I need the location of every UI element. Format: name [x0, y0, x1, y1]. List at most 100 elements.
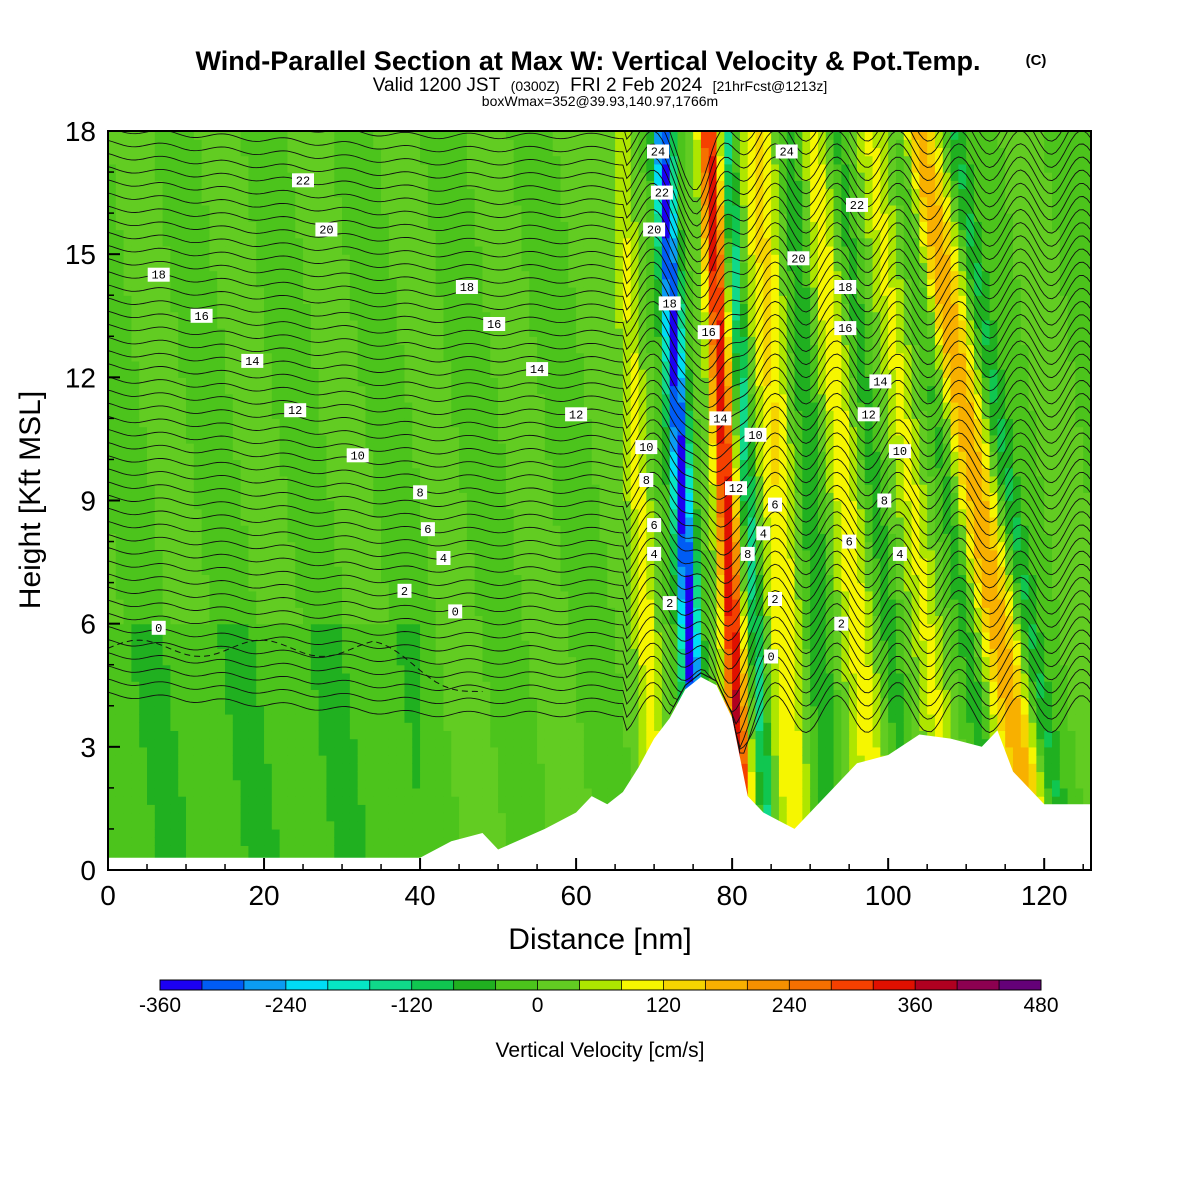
velocity-cell: [443, 360, 452, 370]
velocity-cell: [326, 648, 335, 658]
velocity-cell: [537, 615, 546, 625]
velocity-cell: [373, 541, 382, 551]
velocity-cell: [279, 755, 289, 764]
velocity-cell: [131, 254, 140, 263]
velocity-cell: [170, 328, 179, 337]
velocity-cell: [537, 713, 546, 723]
velocity-cell: [139, 451, 148, 461]
velocity-cell: [521, 336, 530, 346]
velocity-cell: [404, 204, 413, 214]
velocity-cell: [427, 385, 437, 395]
velocity-cell: [201, 418, 211, 428]
velocity-cell: [186, 131, 195, 140]
velocity-cell: [248, 336, 257, 346]
velocity-cell: [139, 590, 148, 600]
velocity-cell: [240, 295, 250, 305]
velocity-cell: [326, 713, 335, 723]
velocity-cell: [162, 845, 172, 855]
velocity-cell: [178, 631, 187, 641]
velocity-cell: [147, 730, 156, 740]
velocity-cell: [108, 582, 117, 592]
velocity-cell: [388, 139, 398, 149]
velocity-cell: [420, 180, 429, 190]
velocity-cell: [303, 590, 312, 600]
velocity-cell: [420, 828, 429, 838]
velocity-cell: [186, 590, 195, 600]
velocity-cell: [505, 779, 515, 789]
velocity-cell: [139, 155, 148, 165]
velocity-cell: [498, 656, 507, 666]
velocity-cell: [412, 541, 421, 551]
velocity-cell: [521, 451, 530, 461]
velocity-cell: [178, 681, 187, 690]
velocity-cell: [349, 828, 359, 838]
velocity-cell: [513, 582, 523, 592]
velocity-cell: [287, 516, 296, 526]
velocity-cell: [225, 377, 234, 387]
velocity-cell: [365, 516, 374, 526]
velocity-cell: [310, 541, 320, 551]
velocity-cell: [264, 475, 273, 485]
velocity-cell: [287, 377, 296, 387]
velocity-cell: [459, 180, 468, 190]
velocity-cell: [108, 475, 117, 485]
velocity-cell: [420, 344, 429, 354]
velocity-cell: [365, 631, 374, 641]
velocity-cell: [201, 631, 211, 641]
velocity-cell: [170, 640, 179, 649]
velocity-cell: [186, 204, 195, 214]
velocity-cell: [443, 681, 452, 690]
velocity-cell: [271, 245, 281, 255]
velocity-cell: [248, 229, 257, 239]
velocity-cell: [248, 713, 257, 723]
velocity-cell: [217, 262, 226, 272]
velocity-cell: [232, 336, 242, 346]
velocity-cell: [357, 738, 367, 748]
velocity-cell: [170, 845, 179, 855]
velocity-cell: [303, 278, 312, 288]
velocity-cell: [279, 213, 289, 222]
velocity-cell: [513, 500, 523, 510]
velocity-cell: [170, 221, 179, 231]
velocity-cell: [396, 656, 406, 666]
velocity-cell: [459, 319, 468, 329]
velocity-cell: [334, 319, 343, 329]
velocity-cell: [427, 262, 437, 272]
velocity-cell: [443, 492, 452, 502]
velocity-cell: [427, 779, 437, 789]
velocity-cell: [420, 336, 429, 346]
velocity-cell: [435, 426, 445, 436]
velocity-cell: [154, 763, 164, 773]
velocity-cell: [170, 155, 179, 165]
velocity-cell: [474, 623, 484, 633]
velocity-cell: [349, 459, 359, 469]
velocity-cell: [108, 221, 117, 231]
velocity-cell: [170, 812, 179, 822]
velocity-cell: [123, 648, 132, 658]
velocity-cell: [256, 508, 265, 518]
velocity-cell: [466, 722, 476, 732]
velocity-cell: [412, 689, 421, 699]
velocity-cell: [365, 525, 374, 534]
velocity-cell: [451, 812, 460, 822]
velocity-cell: [318, 131, 328, 140]
velocity-cell: [357, 360, 367, 370]
velocity-cell: [248, 697, 257, 707]
velocity-cell: [310, 607, 320, 617]
velocity-cell: [482, 451, 491, 461]
velocity-cell: [342, 541, 351, 551]
velocity-cell: [217, 278, 226, 288]
velocity-cell: [334, 705, 343, 715]
velocity-cell: [427, 697, 437, 707]
velocity-cell: [225, 254, 234, 263]
velocity-cell: [420, 804, 429, 814]
velocity-cell: [342, 607, 351, 617]
velocity-cell: [373, 377, 382, 387]
velocity-cell: [490, 443, 499, 452]
velocity-cell: [443, 196, 452, 206]
velocity-cell: [264, 369, 273, 378]
velocity-cell: [474, 672, 484, 682]
velocity-cell: [131, 328, 140, 337]
velocity-cell: [373, 443, 382, 452]
velocity-cell: [334, 681, 343, 690]
